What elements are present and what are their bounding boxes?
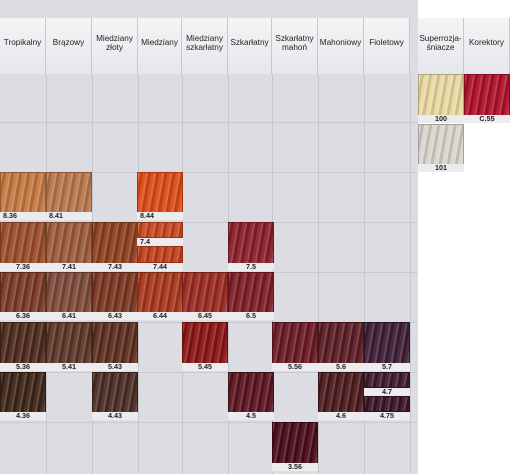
swatch-101[interactable] bbox=[418, 124, 464, 166]
shade-label: 8.44 bbox=[137, 212, 183, 220]
grid-line bbox=[0, 172, 418, 173]
grid-line bbox=[0, 122, 418, 123]
shade-label: 7.4 bbox=[137, 238, 183, 246]
shade-label: 8.36 bbox=[0, 212, 46, 220]
shade-label: 7.5 bbox=[228, 263, 274, 271]
shade-label: C.55 bbox=[464, 115, 510, 123]
shade-label: 101 bbox=[418, 164, 464, 172]
swatch-5-45[interactable] bbox=[182, 322, 228, 364]
header-fioletowy: Fioletowy bbox=[364, 18, 410, 74]
shade-label: 4.7 bbox=[364, 388, 410, 396]
grid-line bbox=[318, 74, 319, 474]
header-tropikalny: Tropikalny bbox=[0, 18, 46, 74]
grid-line bbox=[364, 74, 365, 474]
swatch-5-56[interactable] bbox=[272, 322, 318, 364]
shade-label: 5.56 bbox=[272, 363, 318, 371]
shade-label: 6.44 bbox=[137, 312, 183, 320]
header-superrozjasniacze: Superrozja- śniacze bbox=[418, 18, 464, 74]
shade-label: 7.41 bbox=[46, 263, 92, 271]
grid-line bbox=[410, 74, 411, 474]
grid-line bbox=[0, 222, 418, 223]
swatch-8-44[interactable] bbox=[137, 172, 183, 214]
swatch-5-6[interactable] bbox=[318, 322, 364, 364]
header-szkarlatny-mahon: Szkarłatny mahoń bbox=[272, 18, 318, 74]
swatch-7-5[interactable] bbox=[228, 222, 274, 264]
shade-label: 5.45 bbox=[182, 363, 228, 371]
shade-label: 6.43 bbox=[92, 312, 138, 320]
grid-line bbox=[0, 422, 418, 423]
header-brazowy: Brązowy bbox=[46, 18, 92, 74]
swatch-8-36[interactable] bbox=[0, 172, 46, 214]
shade-label: 4.75 bbox=[364, 412, 410, 420]
shade-label: 6.45 bbox=[182, 312, 228, 320]
swatch-4-6[interactable] bbox=[318, 372, 364, 414]
swatch-c55[interactable] bbox=[464, 74, 510, 116]
shade-label: 5.41 bbox=[46, 363, 92, 371]
shade-label: 4.43 bbox=[92, 412, 138, 420]
swatch-100[interactable] bbox=[418, 74, 464, 116]
header-szkarlatny: Szkarłatny bbox=[228, 18, 272, 74]
swatch-7-4[interactable] bbox=[137, 222, 183, 238]
shade-label: 6.5 bbox=[228, 312, 274, 320]
swatch-6-45[interactable] bbox=[182, 272, 228, 314]
shade-label: 7.43 bbox=[92, 263, 138, 271]
shade-label: 3.56 bbox=[272, 463, 318, 471]
shade-label: 4.5 bbox=[228, 412, 274, 420]
swatch-7-41[interactable] bbox=[46, 222, 92, 264]
shade-label: 7.44 bbox=[137, 263, 183, 271]
swatch-4-36[interactable] bbox=[0, 372, 46, 414]
shade-label: 100 bbox=[418, 115, 464, 123]
header-miedziany-szkarlatny: Miedziany szkarłatny bbox=[182, 18, 228, 74]
swatch-7-44[interactable] bbox=[137, 246, 183, 263]
swatch-4-5[interactable] bbox=[228, 372, 274, 414]
swatch-4-7[interactable] bbox=[364, 372, 410, 388]
header-miedziany: Miedziany bbox=[138, 18, 182, 74]
swatch-6-44[interactable] bbox=[137, 272, 183, 314]
header-korektory: Korektory bbox=[464, 18, 510, 74]
shade-label: 8.41 bbox=[46, 212, 92, 220]
shade-label: 5.6 bbox=[318, 363, 364, 371]
swatch-3-56[interactable] bbox=[272, 422, 318, 464]
shade-label: 5.36 bbox=[0, 363, 46, 371]
swatch-6-41[interactable] bbox=[46, 272, 92, 314]
shade-label: 6.41 bbox=[46, 312, 92, 320]
swatch-5-36[interactable] bbox=[0, 322, 46, 364]
shade-label: 5.43 bbox=[92, 363, 138, 371]
swatch-4-75[interactable] bbox=[364, 396, 410, 412]
shade-label: 5.7 bbox=[364, 363, 410, 371]
swatch-5-43[interactable] bbox=[92, 322, 138, 364]
shade-label: 6.36 bbox=[0, 312, 46, 320]
swatch-4-43[interactable] bbox=[92, 372, 138, 414]
swatch-5-41[interactable] bbox=[46, 322, 92, 364]
swatch-6-36[interactable] bbox=[0, 272, 46, 314]
shade-label: 4.36 bbox=[0, 412, 46, 420]
header-miedziany-zloty: Miedziany złoty bbox=[92, 18, 138, 74]
shade-label: 4.6 bbox=[318, 412, 364, 420]
swatch-6-43[interactable] bbox=[92, 272, 138, 314]
shade-label: 7.36 bbox=[0, 263, 46, 271]
grid-line bbox=[0, 372, 418, 373]
swatch-5-7[interactable] bbox=[364, 322, 410, 364]
swatch-7-36[interactable] bbox=[0, 222, 46, 264]
header-mahoniowy: Mahoniowy bbox=[318, 18, 364, 74]
swatch-6-5[interactable] bbox=[228, 272, 274, 314]
swatch-7-43[interactable] bbox=[92, 222, 138, 264]
swatch-8-41[interactable] bbox=[46, 172, 92, 214]
